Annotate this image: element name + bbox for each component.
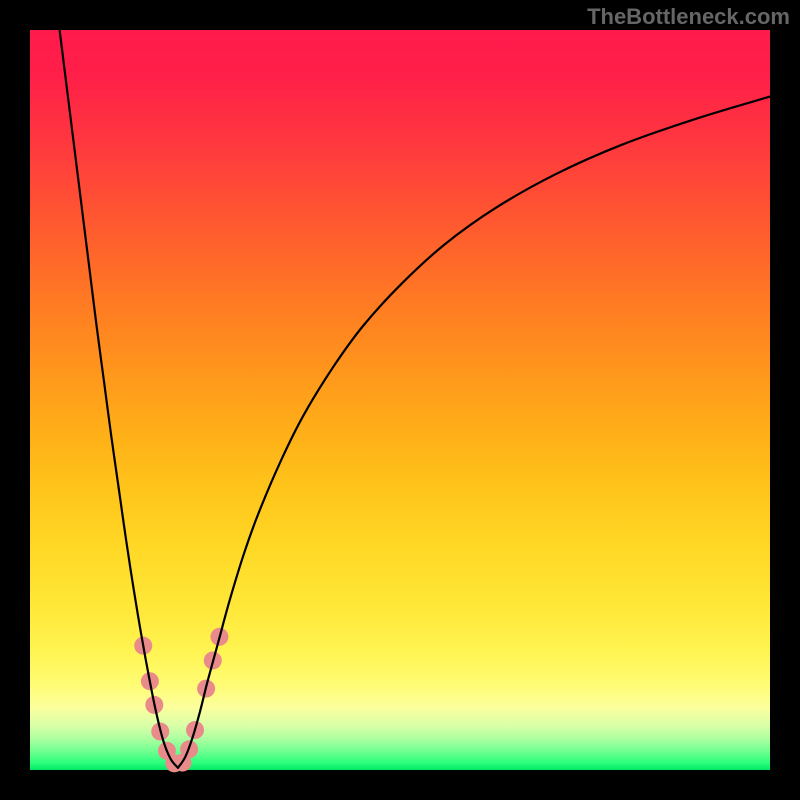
chart-container: { "canvas": { "w": 800, "h": 800 }, "plo… — [0, 0, 800, 800]
plot-background — [30, 30, 770, 770]
bottleneck-chart — [0, 0, 800, 800]
